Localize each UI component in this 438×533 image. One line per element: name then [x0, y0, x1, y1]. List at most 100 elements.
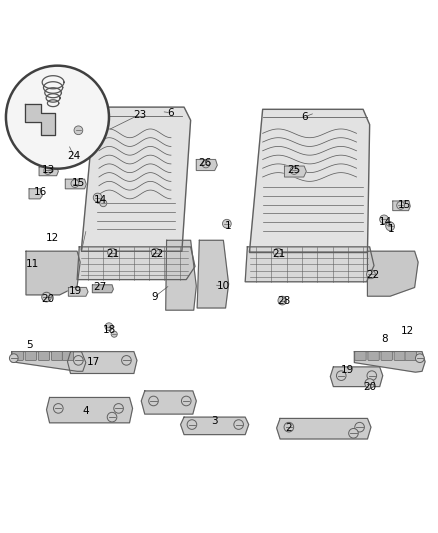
Circle shape: [355, 422, 364, 432]
Circle shape: [108, 248, 117, 257]
Circle shape: [105, 323, 113, 330]
Circle shape: [386, 222, 395, 231]
Circle shape: [114, 403, 124, 413]
Polygon shape: [285, 166, 306, 177]
Text: 15: 15: [72, 177, 85, 188]
Polygon shape: [197, 240, 229, 308]
FancyBboxPatch shape: [62, 352, 74, 360]
Polygon shape: [367, 251, 418, 296]
Text: 12: 12: [401, 326, 414, 336]
Text: 18: 18: [102, 325, 116, 335]
Circle shape: [367, 371, 377, 381]
Circle shape: [274, 248, 283, 257]
Circle shape: [107, 413, 117, 422]
Text: 1: 1: [388, 224, 395, 235]
Text: 9: 9: [151, 292, 158, 302]
Polygon shape: [180, 417, 249, 434]
Circle shape: [202, 160, 210, 168]
FancyBboxPatch shape: [51, 352, 63, 360]
Text: 8: 8: [381, 334, 388, 344]
Text: 24: 24: [67, 151, 81, 161]
FancyBboxPatch shape: [394, 352, 406, 360]
Text: 22: 22: [150, 249, 164, 259]
FancyBboxPatch shape: [368, 352, 379, 360]
Text: 23: 23: [133, 110, 146, 119]
Circle shape: [53, 403, 63, 413]
Circle shape: [71, 180, 79, 188]
Text: 21: 21: [107, 249, 120, 259]
Polygon shape: [250, 109, 370, 253]
Polygon shape: [29, 189, 42, 199]
Circle shape: [234, 420, 244, 430]
Circle shape: [278, 296, 287, 305]
Polygon shape: [354, 352, 425, 372]
Circle shape: [93, 193, 102, 202]
Text: 15: 15: [398, 199, 411, 209]
Circle shape: [380, 215, 389, 224]
Polygon shape: [46, 398, 133, 423]
FancyBboxPatch shape: [405, 352, 417, 360]
Text: 10: 10: [217, 281, 230, 291]
Circle shape: [284, 422, 293, 432]
Polygon shape: [141, 391, 196, 414]
Text: 25: 25: [287, 165, 301, 175]
Circle shape: [336, 371, 346, 381]
Circle shape: [386, 222, 393, 229]
Circle shape: [42, 292, 51, 302]
Circle shape: [6, 66, 109, 169]
Text: 5: 5: [27, 340, 33, 350]
Text: 3: 3: [211, 416, 218, 426]
Circle shape: [349, 429, 358, 438]
Polygon shape: [68, 287, 88, 296]
Polygon shape: [65, 179, 86, 189]
Text: 16: 16: [33, 187, 46, 197]
Polygon shape: [330, 367, 383, 386]
Text: 20: 20: [363, 382, 376, 392]
Circle shape: [181, 396, 191, 406]
Text: 28: 28: [277, 296, 290, 306]
FancyBboxPatch shape: [25, 352, 36, 360]
Circle shape: [44, 166, 52, 174]
Text: 13: 13: [42, 165, 55, 175]
Text: 6: 6: [168, 108, 174, 118]
Circle shape: [149, 396, 158, 406]
Polygon shape: [166, 240, 196, 310]
FancyBboxPatch shape: [12, 352, 23, 360]
Text: 20: 20: [41, 294, 54, 304]
Polygon shape: [92, 285, 113, 293]
Text: 14: 14: [94, 195, 107, 205]
Polygon shape: [67, 352, 137, 374]
Circle shape: [416, 354, 424, 362]
Text: 6: 6: [301, 112, 307, 122]
Text: 11: 11: [25, 260, 39, 269]
Text: 19: 19: [341, 366, 354, 375]
Text: 12: 12: [46, 233, 59, 243]
Circle shape: [290, 166, 298, 174]
Text: 26: 26: [198, 158, 212, 167]
Circle shape: [187, 420, 197, 430]
Polygon shape: [393, 201, 410, 211]
Text: 17: 17: [87, 357, 100, 367]
Circle shape: [365, 379, 374, 389]
Circle shape: [122, 356, 131, 365]
FancyBboxPatch shape: [355, 352, 366, 360]
Circle shape: [111, 331, 117, 337]
Text: 19: 19: [69, 286, 82, 295]
FancyBboxPatch shape: [38, 352, 49, 360]
Circle shape: [367, 270, 375, 279]
Circle shape: [74, 356, 83, 365]
Polygon shape: [26, 251, 80, 295]
Polygon shape: [25, 104, 55, 135]
Circle shape: [397, 201, 405, 209]
Polygon shape: [39, 167, 58, 176]
Text: 21: 21: [272, 249, 286, 259]
Polygon shape: [245, 247, 374, 282]
Text: 2: 2: [286, 423, 292, 433]
Circle shape: [100, 200, 107, 207]
Text: 1: 1: [224, 221, 231, 231]
Circle shape: [223, 220, 231, 228]
Circle shape: [10, 354, 18, 362]
Circle shape: [74, 126, 83, 135]
Polygon shape: [81, 107, 191, 251]
Polygon shape: [277, 418, 371, 439]
